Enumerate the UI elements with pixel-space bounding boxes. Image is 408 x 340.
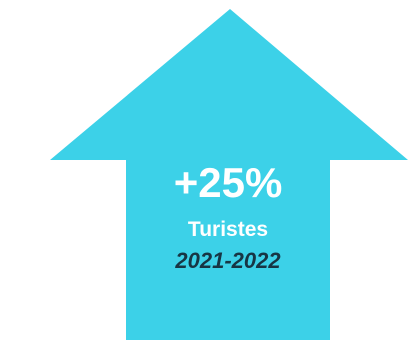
- stat-percentage: +25%: [173, 159, 283, 206]
- stat-period: 2021-2022: [175, 248, 281, 273]
- arrow-shape: [50, 9, 408, 340]
- stat-label: Turistes: [187, 218, 269, 241]
